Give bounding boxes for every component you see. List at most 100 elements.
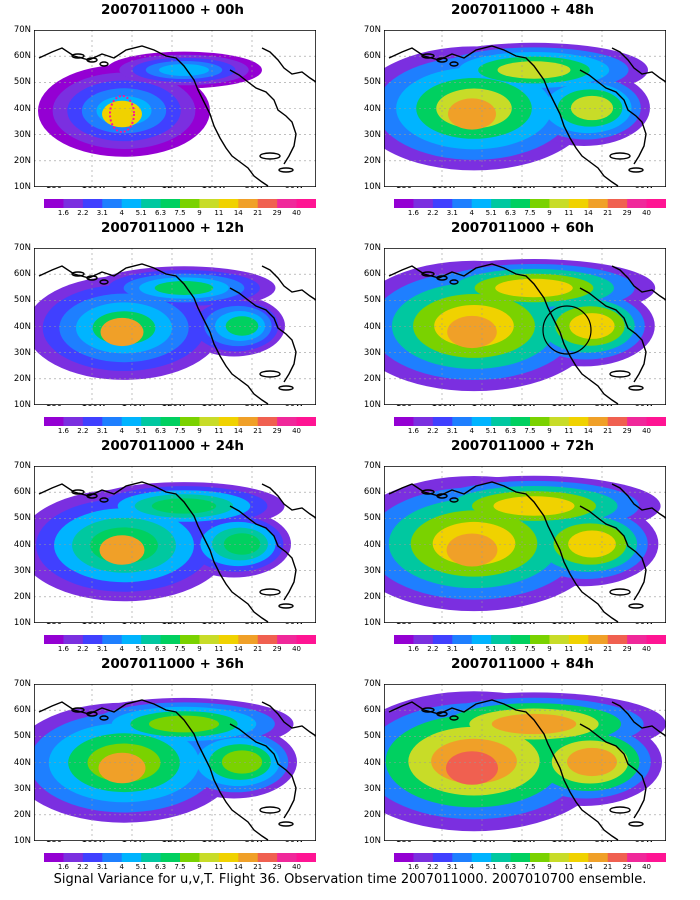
colorbar-label: 14 (583, 427, 593, 435)
colorbar-swatch (530, 853, 550, 862)
lat-tick-label: 40N (13, 321, 31, 332)
coastline (388, 481, 666, 623)
colorbar-swatch (432, 199, 453, 208)
colorbar-swatch (413, 417, 434, 426)
colorbar-swatch (588, 417, 609, 426)
colorbar-swatch (394, 417, 414, 426)
colorbar-swatch (588, 635, 609, 644)
map-panel: 2007011000 + 84h70N60N50N40N30N20N10N180… (350, 654, 695, 871)
colorbar-label: 14 (233, 427, 243, 435)
colorbar-label: 4 (119, 863, 124, 871)
panel-title: 2007011000 + 84h (450, 656, 595, 672)
lat-tick-label: 30N (13, 783, 31, 794)
colorbar-label: 4 (119, 427, 124, 435)
colorbar-label: 14 (583, 209, 593, 217)
colorbar (44, 199, 316, 208)
lat-tick-label: 50N (363, 295, 381, 306)
colorbar-swatch (238, 199, 259, 208)
contour-map (384, 684, 666, 841)
lat-tick-label: 10N (13, 618, 31, 628)
colorbar-swatch (471, 853, 492, 862)
colorbar-label: 6.3 (154, 209, 167, 217)
colorbar-swatch (432, 635, 453, 644)
coastline (388, 699, 666, 841)
colorbar (394, 417, 666, 426)
colorbar-label: 2.2 (427, 427, 439, 435)
lat-tick-label: 30N (363, 129, 381, 140)
colorbar-swatch (607, 417, 628, 426)
colorbar (394, 199, 666, 208)
lat-tick-label: 40N (363, 103, 381, 114)
colorbar-label: 2.2 (77, 645, 89, 653)
colorbar-label: 5.1 (135, 209, 147, 217)
lat-tick-label: 70N (13, 679, 31, 689)
observation-marker (109, 95, 135, 133)
colorbar-swatch (646, 853, 666, 862)
colorbar-label: 21 (253, 209, 263, 217)
colorbar-swatch (607, 853, 628, 862)
colorbar-label: 1.6 (407, 209, 419, 217)
colorbar-label: 7.5 (174, 645, 186, 653)
colorbar-label: 14 (583, 645, 593, 653)
colorbar-label: 7.5 (174, 209, 186, 217)
highlight-circle (542, 305, 592, 355)
map-panel: 2007011000 + 72h70N60N50N40N30N20N10N180… (350, 436, 695, 653)
colorbar-label: 40 (292, 427, 302, 435)
colorbar-swatch (646, 417, 666, 426)
colorbar-label: 3.1 (96, 863, 108, 871)
lat-tick-label: 10N (363, 618, 381, 628)
lat-tick-label: 20N (363, 155, 381, 166)
colorbar-label: 6.3 (154, 645, 167, 653)
colorbar-label: 6.3 (504, 427, 517, 435)
colorbar-label: 2.2 (77, 427, 89, 435)
colorbar-swatch (491, 417, 512, 426)
lat-tick-label: 50N (13, 77, 31, 88)
colorbar-swatch (394, 635, 414, 644)
colorbar-label: 2.2 (77, 209, 89, 217)
colorbar (394, 853, 666, 862)
contour-map (34, 248, 316, 405)
colorbar-label: 6.3 (504, 863, 517, 871)
lat-tick-label: 50N (363, 77, 381, 88)
colorbar-label: 1.6 (407, 427, 419, 435)
lat-tick-label: 60N (13, 51, 31, 62)
contour-map (34, 684, 316, 841)
coastline (38, 481, 316, 623)
map-panel: 2007011000 + 48h70N60N50N40N30N20N10N180… (350, 0, 695, 217)
colorbar-swatch (530, 199, 550, 208)
colorbar-label: 5.1 (485, 209, 497, 217)
colorbar-swatch (180, 635, 200, 644)
panel-title: 2007011000 + 72h (450, 438, 595, 454)
colorbar-swatch (510, 853, 531, 862)
lat-tick-label: 70N (13, 461, 31, 471)
colorbar-label: 5.1 (485, 427, 497, 435)
colorbar-label: 7.5 (174, 863, 186, 871)
colorbar-swatch (627, 199, 648, 208)
colorbar-swatch (257, 635, 278, 644)
colorbar-swatch (180, 853, 200, 862)
lat-tick-label: 10N (13, 836, 31, 846)
lat-tick-label: 30N (363, 565, 381, 576)
colorbar-swatch (530, 635, 550, 644)
lat-tick-label: 30N (13, 347, 31, 358)
colorbar-label: 3.1 (96, 427, 108, 435)
colorbar (394, 635, 666, 644)
colorbar-label: 11 (564, 645, 574, 653)
colorbar-label: 4 (119, 645, 124, 653)
colorbar-label: 7.5 (524, 863, 536, 871)
colorbar-swatch (199, 635, 220, 644)
colorbar-swatch (121, 635, 142, 644)
colorbar-swatch (180, 199, 200, 208)
lat-tick-label: 50N (13, 513, 31, 524)
colorbar (44, 635, 316, 644)
map-panel: 2007011000 + 00h70N60N50N40N30N20N10N180… (0, 0, 345, 217)
colorbar-label: 5.1 (485, 863, 497, 871)
colorbar-swatch (530, 417, 550, 426)
colorbar-swatch (44, 199, 64, 208)
colorbar-swatch (121, 199, 142, 208)
coastline (388, 263, 666, 405)
colorbar-swatch (199, 417, 220, 426)
lat-tick-label: 10N (13, 182, 31, 192)
colorbar-swatch (257, 853, 278, 862)
colorbar-label: 3.1 (446, 427, 458, 435)
